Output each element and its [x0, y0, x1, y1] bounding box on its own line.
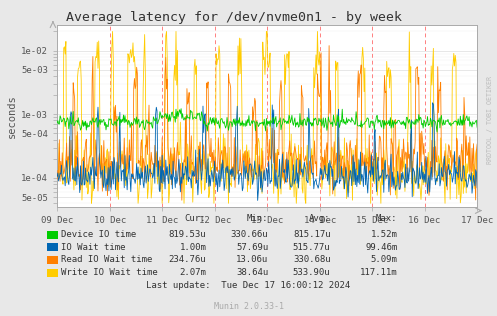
Text: Write IO Wait time: Write IO Wait time	[61, 268, 158, 277]
Text: Min:: Min:	[247, 214, 268, 223]
Text: Max:: Max:	[376, 214, 398, 223]
Text: 330.68u: 330.68u	[293, 255, 331, 264]
Text: Device IO time: Device IO time	[61, 230, 136, 239]
Text: Cur:: Cur:	[185, 214, 206, 223]
Text: 57.69u: 57.69u	[236, 243, 268, 252]
Text: Munin 2.0.33-1: Munin 2.0.33-1	[214, 302, 283, 311]
Text: 330.66u: 330.66u	[231, 230, 268, 239]
Text: 117.11m: 117.11m	[360, 268, 398, 277]
Text: RRDTOOL / TOBI OETIKER: RRDTOOL / TOBI OETIKER	[487, 76, 493, 164]
Y-axis label: seconds: seconds	[7, 94, 17, 138]
Text: 2.07m: 2.07m	[179, 268, 206, 277]
Text: 38.64u: 38.64u	[236, 268, 268, 277]
Text: 533.90u: 533.90u	[293, 268, 331, 277]
Text: IO Wait time: IO Wait time	[61, 243, 126, 252]
Text: Read IO Wait time: Read IO Wait time	[61, 255, 153, 264]
Text: 5.09m: 5.09m	[371, 255, 398, 264]
Text: Avg:: Avg:	[309, 214, 331, 223]
Text: 815.17u: 815.17u	[293, 230, 331, 239]
Text: Average latency for /dev/nvme0n1 - by week: Average latency for /dev/nvme0n1 - by we…	[66, 11, 402, 24]
Text: 819.53u: 819.53u	[168, 230, 206, 239]
Text: 99.46m: 99.46m	[365, 243, 398, 252]
Text: 1.52m: 1.52m	[371, 230, 398, 239]
Text: 13.06u: 13.06u	[236, 255, 268, 264]
Text: Last update:  Tue Dec 17 16:00:12 2024: Last update: Tue Dec 17 16:00:12 2024	[147, 281, 350, 289]
Text: 1.00m: 1.00m	[179, 243, 206, 252]
Text: 234.76u: 234.76u	[168, 255, 206, 264]
Text: 515.77u: 515.77u	[293, 243, 331, 252]
